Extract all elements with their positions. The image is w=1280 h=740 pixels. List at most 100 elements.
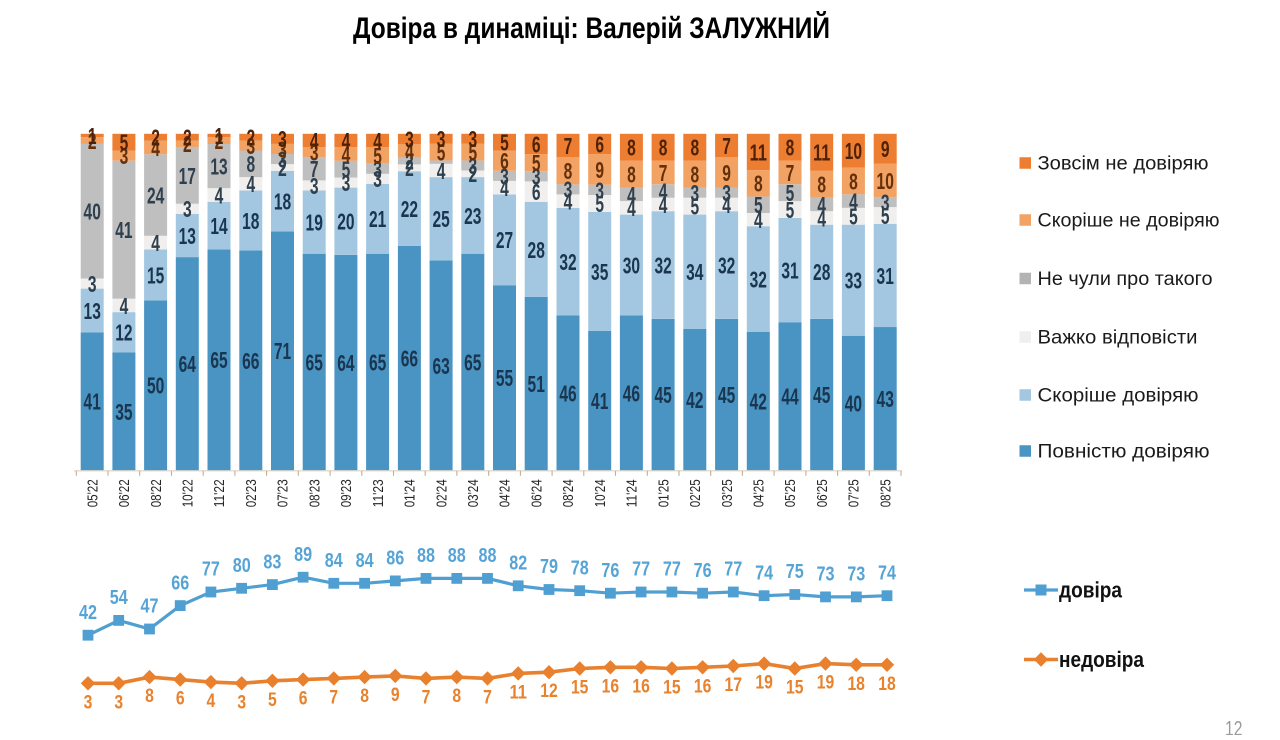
svg-text:3: 3 [278,126,287,152]
svg-text:8: 8 [754,171,763,197]
svg-text:17: 17 [725,674,743,696]
svg-text:3: 3 [564,177,573,203]
svg-text:11'23: 11'23 [371,479,387,507]
svg-text:5: 5 [268,689,277,711]
svg-text:4: 4 [405,138,414,164]
svg-text:Довіра в динаміці: Валерій ЗАЛ: Довіра в динаміці: Валерій ЗАЛУЖНИЙ [353,11,830,45]
svg-text:6: 6 [532,131,541,157]
svg-text:66: 66 [401,346,418,372]
svg-text:32: 32 [718,252,735,278]
svg-text:5: 5 [342,157,351,183]
svg-text:4: 4 [722,192,731,218]
svg-text:3: 3 [690,180,699,206]
svg-text:7: 7 [310,156,319,182]
svg-text:42: 42 [686,387,703,413]
svg-text:4: 4 [659,178,668,204]
svg-text:46: 46 [623,380,640,406]
svg-text:12: 12 [1225,718,1242,736]
svg-text:8: 8 [786,135,795,161]
svg-text:11: 11 [509,681,527,703]
svg-text:84: 84 [356,550,375,572]
svg-text:07'23: 07'23 [276,479,292,507]
svg-text:4: 4 [817,205,826,231]
svg-text:12: 12 [115,320,132,346]
svg-text:40: 40 [845,390,862,416]
svg-text:11: 11 [750,139,767,165]
svg-text:8: 8 [564,158,573,184]
svg-text:3: 3 [183,196,192,222]
svg-text:23: 23 [464,203,481,229]
svg-text:27: 27 [496,227,513,253]
svg-text:63: 63 [432,353,449,379]
svg-text:82: 82 [509,553,527,575]
svg-text:3: 3 [342,170,351,196]
svg-text:08'25: 08'25 [878,479,894,507]
svg-text:4: 4 [207,690,216,712]
svg-text:13: 13 [210,154,227,180]
svg-text:64: 64 [179,351,196,377]
svg-text:66: 66 [242,348,259,374]
svg-text:7: 7 [722,133,731,159]
svg-text:9: 9 [391,684,400,706]
svg-text:45: 45 [813,382,830,408]
svg-text:13: 13 [179,223,196,249]
svg-text:35: 35 [591,259,608,285]
svg-text:6: 6 [500,148,509,174]
svg-text:89: 89 [294,544,312,566]
svg-text:4: 4 [500,175,509,201]
svg-text:8: 8 [849,168,858,194]
svg-text:7: 7 [483,686,492,708]
svg-text:19: 19 [817,672,835,694]
svg-text:Зовсім не довіряю: Зовсім не довіряю [1038,153,1209,175]
svg-text:8: 8 [452,685,461,707]
svg-text:7: 7 [659,160,668,186]
svg-text:05'25: 05'25 [783,479,799,507]
svg-text:10'22: 10'22 [181,479,197,507]
svg-text:2: 2 [405,148,414,174]
svg-text:51: 51 [528,371,545,397]
svg-text:2: 2 [183,125,192,151]
svg-text:07'25: 07'25 [847,479,863,507]
svg-text:73: 73 [817,564,835,586]
svg-text:Важко відповісти: Важко відповісти [1038,327,1198,349]
svg-text:42: 42 [750,388,767,414]
svg-text:5: 5 [881,203,890,229]
svg-text:77: 77 [202,559,220,581]
svg-text:8: 8 [627,135,636,161]
svg-text:77: 77 [632,559,650,581]
svg-text:45: 45 [654,382,671,408]
svg-text:05'22: 05'22 [85,479,101,507]
svg-text:8: 8 [145,685,154,707]
svg-text:недовіра: недовіра [1059,647,1144,672]
svg-text:3: 3 [278,136,287,162]
svg-text:18: 18 [274,189,291,215]
svg-text:11: 11 [813,140,830,166]
svg-text:31: 31 [877,263,894,289]
svg-text:3: 3 [84,691,93,713]
svg-text:1: 1 [215,123,224,149]
svg-text:06'24: 06'24 [529,479,545,507]
svg-text:3: 3 [532,164,541,190]
svg-text:46: 46 [559,380,576,406]
svg-text:довіра: довіра [1059,578,1122,603]
svg-text:3: 3 [373,156,382,182]
svg-text:01'24: 01'24 [403,479,419,507]
svg-text:28: 28 [813,259,830,285]
svg-text:6: 6 [176,688,185,710]
svg-text:4: 4 [342,128,351,154]
svg-text:79: 79 [540,556,558,578]
svg-text:3: 3 [310,140,319,166]
svg-text:7: 7 [564,133,573,159]
svg-text:42: 42 [79,602,97,624]
svg-text:43: 43 [877,386,894,412]
svg-text:2: 2 [246,125,255,151]
svg-text:74: 74 [755,562,774,584]
svg-text:32: 32 [559,249,576,275]
svg-text:44: 44 [781,384,798,410]
svg-text:73: 73 [847,564,865,586]
svg-text:4: 4 [627,195,636,221]
svg-text:4: 4 [437,158,446,184]
svg-text:4: 4 [754,207,763,233]
svg-text:77: 77 [724,559,742,581]
svg-text:7: 7 [786,160,795,186]
